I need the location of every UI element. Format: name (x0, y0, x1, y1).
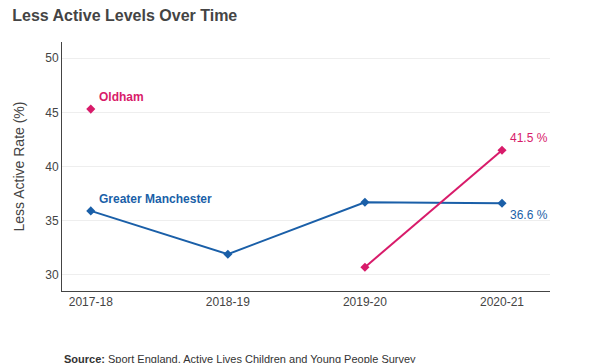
svg-text:50: 50 (45, 51, 59, 65)
svg-text:45: 45 (45, 106, 59, 120)
svg-text:40: 40 (45, 160, 59, 174)
svg-text:30: 30 (45, 268, 59, 282)
svg-text:2018-19: 2018-19 (206, 295, 250, 309)
svg-text:Source: Sport England, Active: Source: Sport England, Active Lives Chil… (64, 353, 416, 363)
svg-text:36.6 %: 36.6 % (510, 208, 548, 222)
svg-text:2020-21: 2020-21 (480, 295, 524, 309)
svg-text:Less Active Levels Over Time: Less Active Levels Over Time (12, 7, 237, 24)
svg-text:41.5 %: 41.5 % (510, 131, 548, 145)
svg-text:Less Active Rate (%): Less Active Rate (%) (11, 102, 27, 232)
svg-text:2019-20: 2019-20 (343, 295, 387, 309)
svg-text:2017-18: 2017-18 (69, 295, 113, 309)
svg-text:Greater Manchester: Greater Manchester (99, 192, 212, 206)
svg-text:Oldham: Oldham (99, 90, 144, 104)
svg-text:35: 35 (45, 214, 59, 228)
